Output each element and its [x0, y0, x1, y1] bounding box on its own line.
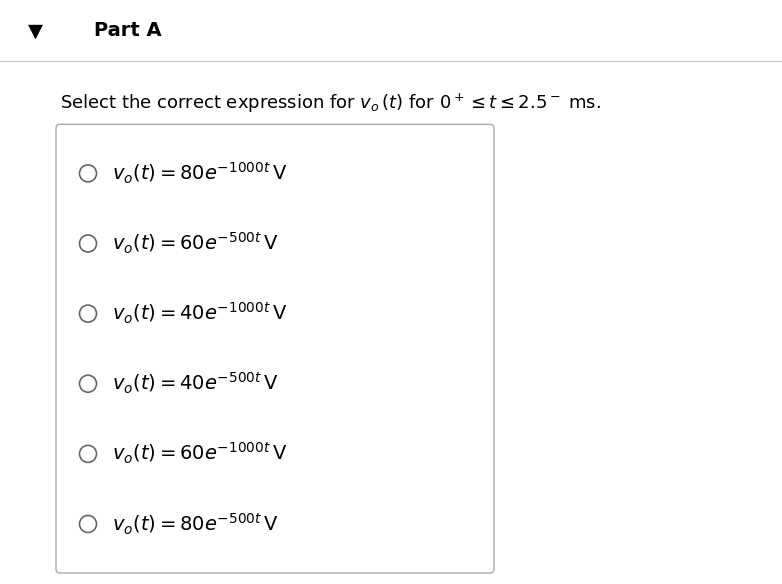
Text: Select the correct expression for $v_o\,(t)$ for $0^+\leq t\leq 2.5^-$ ms.: Select the correct expression for $v_o\,…: [60, 92, 601, 115]
Text: ▼: ▼: [27, 21, 43, 40]
Text: $v_o(t) = 60e^{-1000t}\, \mathrm{V}$: $v_o(t) = 60e^{-1000t}\, \mathrm{V}$: [112, 442, 287, 467]
Text: $v_o(t) = 40e^{-1000t}\, \mathrm{V}$: $v_o(t) = 40e^{-1000t}\, \mathrm{V}$: [112, 301, 287, 326]
Text: Part A: Part A: [94, 21, 161, 40]
Ellipse shape: [80, 516, 96, 533]
Ellipse shape: [80, 165, 96, 182]
Ellipse shape: [80, 375, 96, 392]
Text: $v_o(t) = 80e^{-1000t}\, \mathrm{V}$: $v_o(t) = 80e^{-1000t}\, \mathrm{V}$: [112, 161, 287, 186]
Text: $v_o(t) = 60e^{-500t}\, \mathrm{V}$: $v_o(t) = 60e^{-500t}\, \mathrm{V}$: [112, 231, 278, 256]
FancyBboxPatch shape: [56, 124, 494, 573]
Text: $v_o(t) = 40e^{-500t}\, \mathrm{V}$: $v_o(t) = 40e^{-500t}\, \mathrm{V}$: [112, 371, 278, 397]
Text: $v_o(t) = 80e^{-500t}\, \mathrm{V}$: $v_o(t) = 80e^{-500t}\, \mathrm{V}$: [112, 512, 278, 537]
Ellipse shape: [80, 235, 96, 252]
Ellipse shape: [80, 305, 96, 322]
Ellipse shape: [80, 446, 96, 463]
